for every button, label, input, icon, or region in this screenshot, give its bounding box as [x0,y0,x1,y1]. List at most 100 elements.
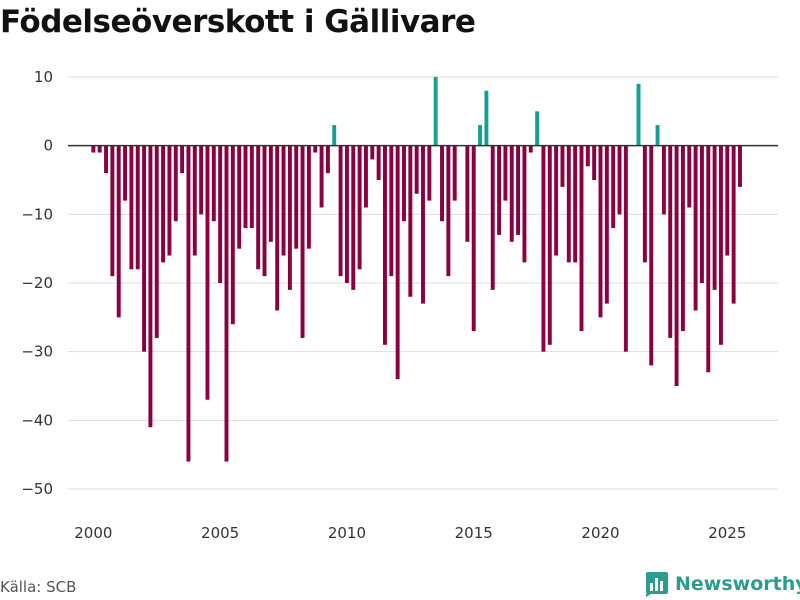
bar[interactable] [642,145,647,263]
bar[interactable] [344,145,349,283]
bar[interactable] [490,145,495,290]
bar[interactable] [668,145,673,338]
bar[interactable] [680,145,685,332]
bar[interactable] [319,145,324,208]
bar[interactable] [376,145,381,180]
bar[interactable] [129,145,134,270]
bar[interactable] [97,145,102,153]
bar[interactable] [325,145,330,174]
bar[interactable] [421,145,425,304]
bar[interactable] [718,145,723,345]
bar[interactable] [516,145,521,235]
bar[interactable] [446,145,451,277]
bar[interactable] [357,145,362,270]
bar[interactable] [503,145,508,201]
bar[interactable] [465,145,470,242]
bar[interactable] [738,145,742,187]
bar[interactable] [484,90,489,146]
bar[interactable] [104,145,108,174]
bar[interactable] [389,145,394,277]
bar[interactable] [262,145,267,277]
bar[interactable] [585,145,590,167]
bar[interactable] [573,145,578,263]
bar[interactable] [649,145,654,366]
bar[interactable] [566,145,571,263]
bar[interactable] [332,125,337,146]
bar[interactable] [528,145,533,153]
bar[interactable] [173,145,178,222]
bar[interactable] [351,145,356,290]
bar[interactable] [617,145,622,215]
bar[interactable] [243,145,248,229]
bar[interactable] [611,145,616,229]
bar[interactable] [294,145,299,249]
bar[interactable] [123,145,128,201]
bar[interactable] [249,145,254,229]
bar[interactable] [167,145,172,256]
bar[interactable] [154,145,159,338]
bar[interactable] [623,145,628,352]
bar[interactable] [414,145,419,194]
bar[interactable] [224,145,229,462]
bar[interactable] [712,145,717,290]
bar[interactable] [370,145,375,160]
bar[interactable] [281,145,286,256]
bar[interactable] [497,145,502,235]
bar[interactable] [338,145,343,277]
bar[interactable] [478,125,483,146]
bar[interactable] [287,145,292,290]
bar[interactable] [592,145,597,180]
bar[interactable] [560,145,565,187]
bar[interactable] [655,125,660,146]
bar[interactable] [383,145,387,345]
bar[interactable] [363,145,368,208]
bar[interactable] [211,145,216,222]
bar[interactable] [579,145,584,332]
bar[interactable] [541,145,546,352]
bar[interactable] [433,77,438,146]
bar[interactable] [91,145,96,153]
bar[interactable] [180,145,185,174]
bar[interactable] [604,145,609,304]
bar[interactable] [693,145,698,311]
bar[interactable] [731,145,736,304]
bar[interactable] [395,145,400,380]
bar[interactable] [706,145,711,373]
bar[interactable] [699,145,704,283]
brand-logo[interactable]: Newsworthy [645,571,800,597]
bar[interactable] [300,145,305,338]
bar[interactable] [661,145,666,215]
bar[interactable] [192,145,197,256]
bar[interactable] [408,145,413,297]
bar[interactable] [142,145,147,352]
bar[interactable] [535,111,540,146]
bar[interactable] [313,145,318,153]
bar[interactable] [237,145,242,249]
bar[interactable] [161,145,166,263]
bar[interactable] [148,145,153,428]
bar[interactable] [440,145,444,222]
bar[interactable] [402,145,406,222]
bar[interactable] [110,145,115,277]
bar[interactable] [636,83,641,146]
bar[interactable] [547,145,552,345]
bar[interactable] [598,145,603,318]
bar[interactable] [230,145,235,325]
bar[interactable] [186,145,191,462]
bar[interactable] [427,145,432,201]
bar[interactable] [509,145,514,242]
bar[interactable] [199,145,204,215]
bar[interactable] [135,145,140,270]
bar[interactable] [452,145,457,201]
bar[interactable] [275,145,280,311]
bar[interactable] [687,145,692,208]
bar[interactable] [522,145,527,263]
bar[interactable] [116,145,121,318]
bar[interactable] [725,145,730,256]
bar[interactable] [256,145,261,270]
bar[interactable] [674,145,679,386]
bar[interactable] [268,145,273,242]
bar[interactable] [471,145,476,332]
bar[interactable] [205,145,210,400]
bar[interactable] [218,145,223,283]
